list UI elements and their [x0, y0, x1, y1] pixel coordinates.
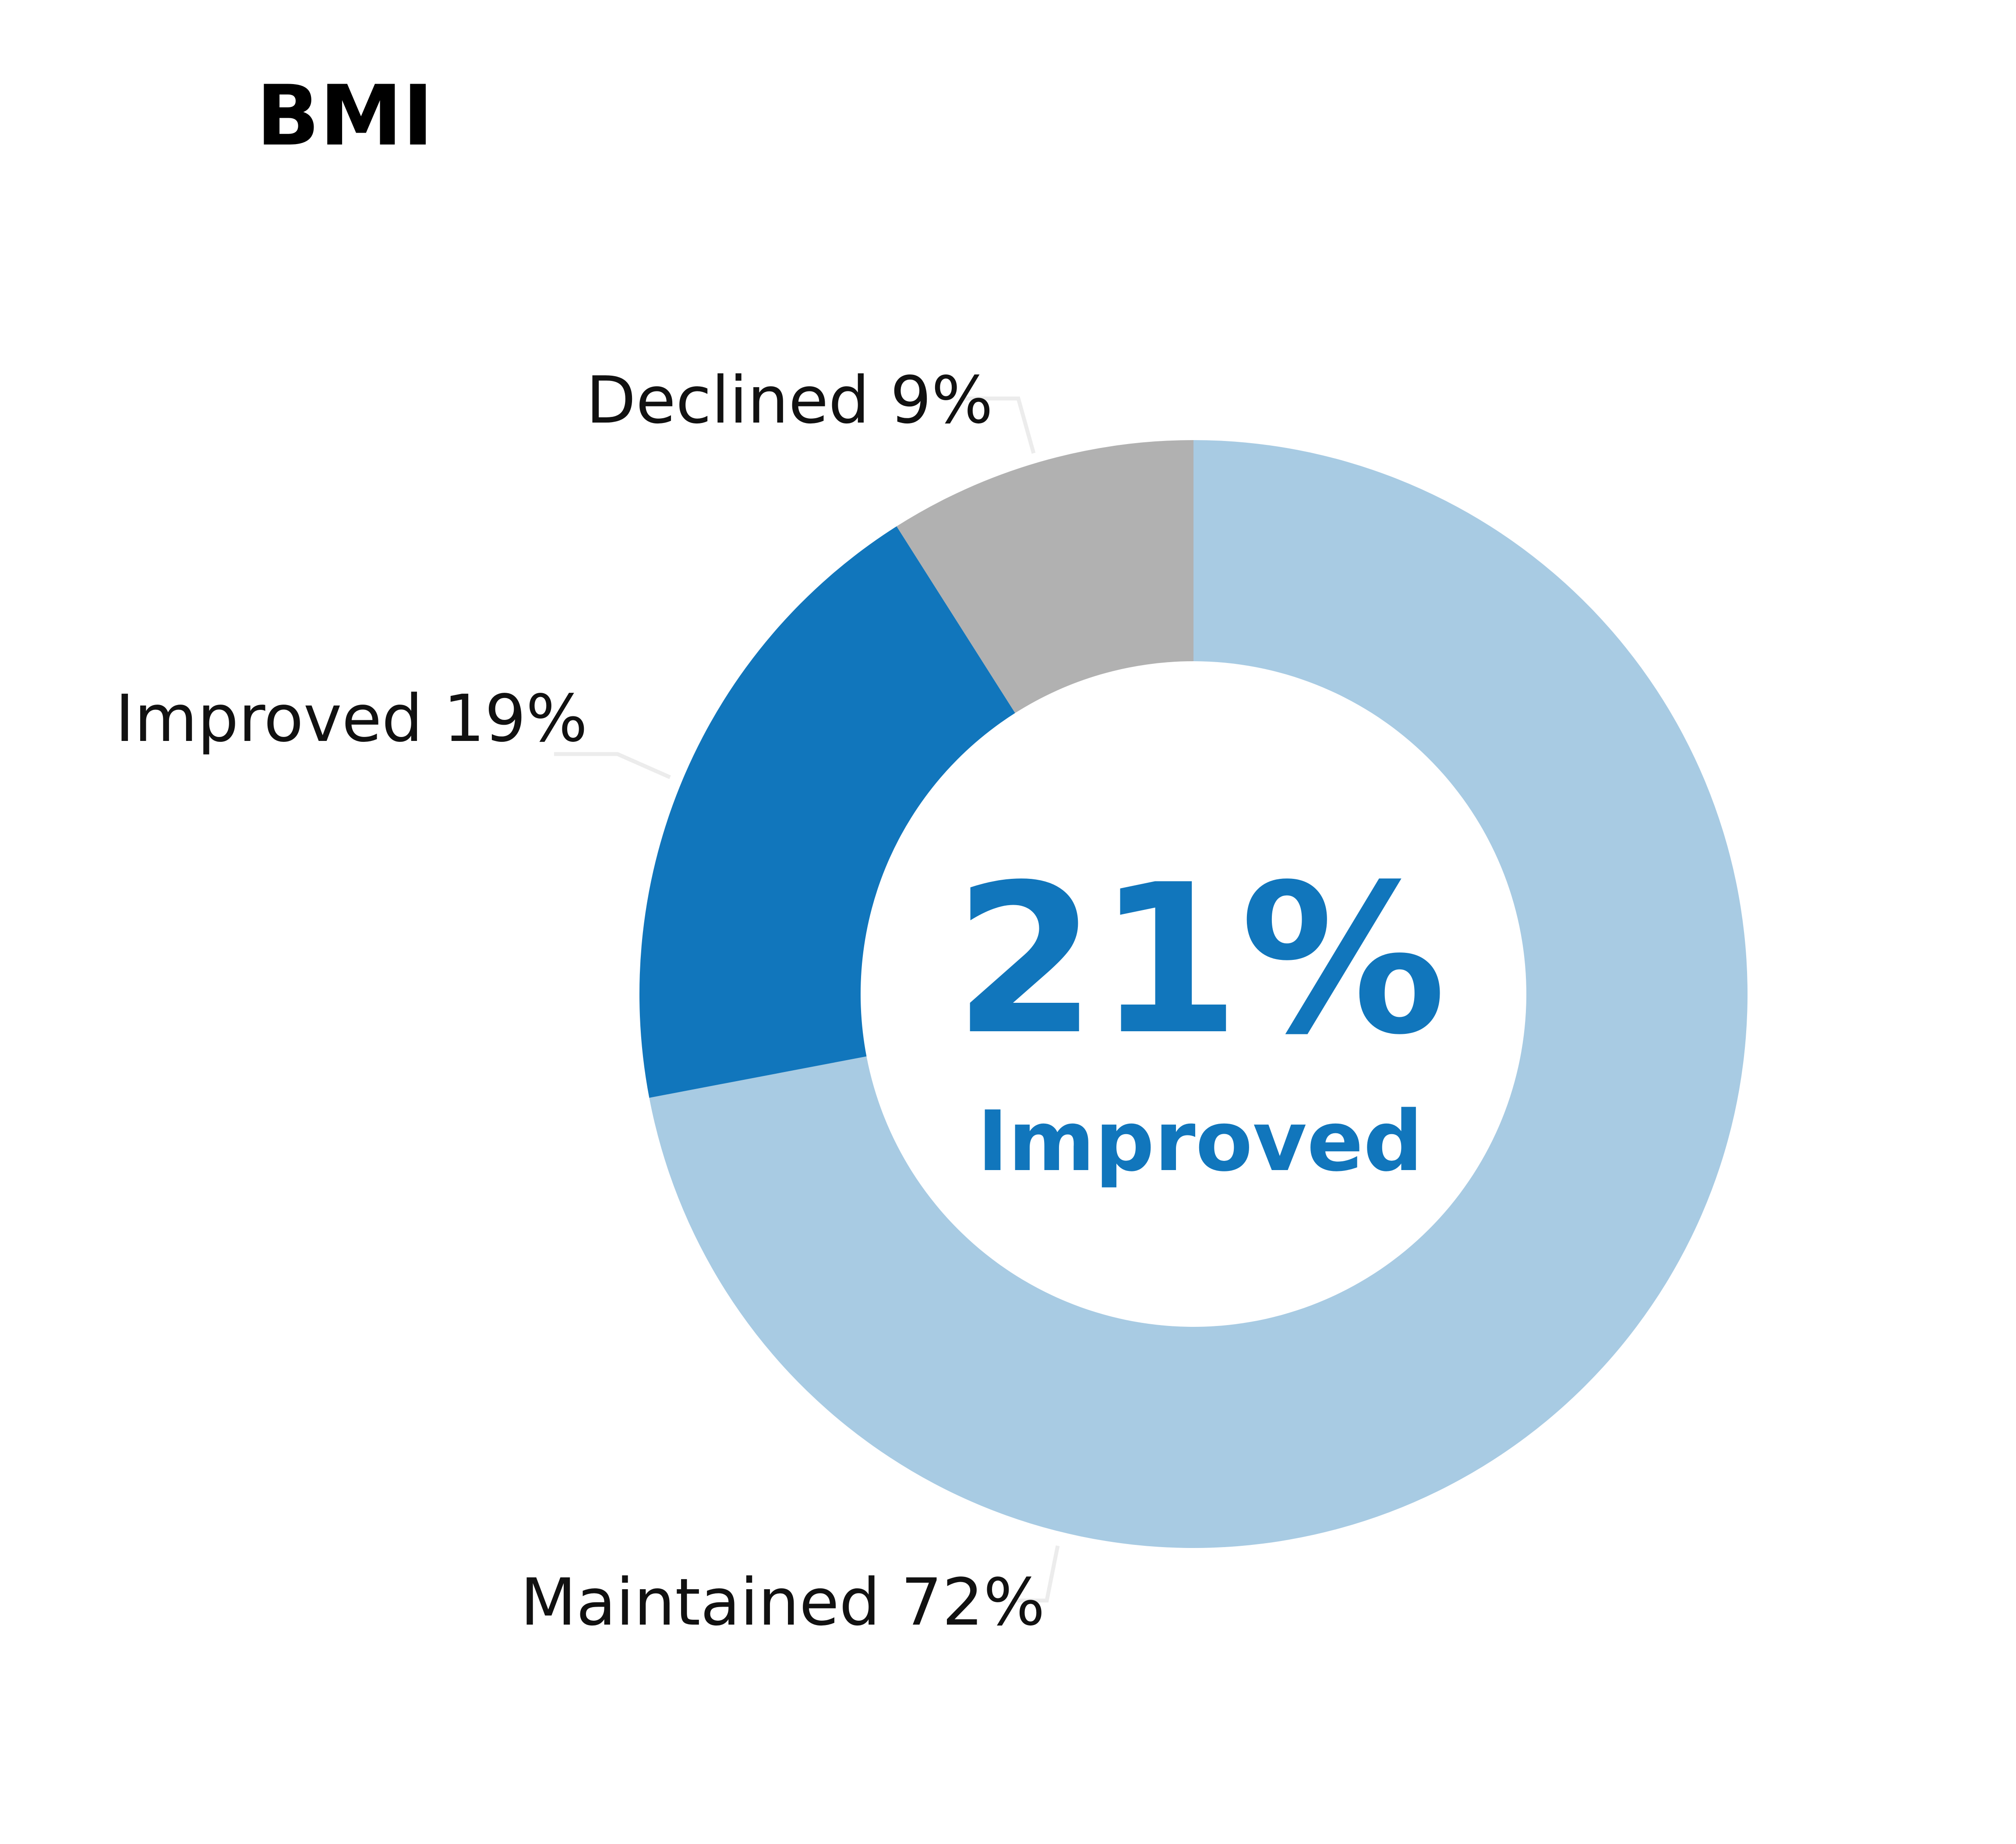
leader-line-declined [964, 396, 1036, 454]
slice-maintained [649, 440, 1748, 1548]
leader-line-improved [554, 752, 671, 779]
slice-label-improved: Improved 19% [115, 681, 588, 756]
center-value: 21% [954, 840, 1447, 1080]
slice-improved [639, 526, 1015, 1098]
leader-line-maintained [1012, 1545, 1060, 1603]
chart-title: BMI [256, 67, 434, 164]
slice-label-declined: Declined 9% [586, 363, 993, 438]
slice-declined [897, 440, 1193, 713]
center-caption: Improved [977, 1093, 1423, 1190]
slice-label-maintained: Maintained 72% [520, 1565, 1045, 1640]
donut-slices [639, 440, 1748, 1548]
